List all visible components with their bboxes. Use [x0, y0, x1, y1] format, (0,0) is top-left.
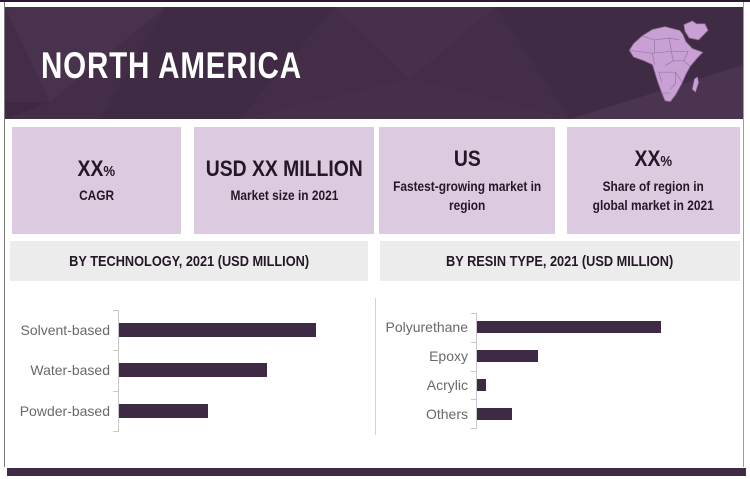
stat-label: Market size in 2021: [230, 187, 338, 204]
chart-row: Water-based: [10, 350, 368, 390]
axis-tick: [471, 313, 477, 314]
section-title: BY TECHNOLOGY, 2021 (USD MILLION): [69, 252, 309, 270]
chart-row: Powder-based: [10, 391, 368, 431]
bar-others: [477, 407, 512, 420]
stat-value-suffix: %: [660, 153, 673, 171]
chart-row: Acrylic: [380, 371, 740, 400]
chart-row: Polyurethane: [380, 313, 740, 342]
stat-value-main: USD XX MILLION: [205, 155, 363, 181]
top-border-line: [0, 0, 750, 2]
axis-tick: [113, 310, 119, 311]
stat-value-main: XX: [634, 146, 661, 172]
stat-value: XX%: [635, 146, 673, 171]
category-axis: [118, 310, 119, 431]
category-label: Water-based: [30, 362, 110, 379]
bar-acrylic: [477, 378, 487, 391]
chart-row: Solvent-based: [10, 310, 368, 350]
page-title: NORTH AMERICA: [41, 45, 302, 86]
bar-powder-based: [119, 403, 208, 418]
section-header-by-technology: BY TECHNOLOGY, 2021 (USD MILLION): [10, 241, 368, 281]
axis-tick: [471, 370, 477, 372]
map-graphic: [628, 20, 709, 103]
stat-card-region-share: XX% Share of region in global market in …: [567, 127, 740, 234]
chart-row: Epoxy: [380, 342, 740, 371]
right-border-line: [743, 2, 744, 467]
bar-epoxy: [477, 350, 538, 363]
category-label: Epoxy: [429, 348, 468, 365]
africa-middle-east-map-icon: [623, 19, 728, 114]
stat-label: Fastest-growing market in region: [392, 177, 542, 213]
bar-chart-by-technology: Solvent-based Water-based Powder-based: [10, 300, 368, 435]
axis-tick: [113, 350, 119, 352]
stat-label: Share of region in global market in 2021: [592, 177, 715, 213]
stat-value: XX%: [78, 156, 116, 181]
bar-polyurethane: [477, 321, 661, 334]
stat-value-main: US: [453, 146, 481, 172]
section-title: BY RESIN TYPE, 2021 (USD MILLION): [446, 252, 674, 270]
category-label: Others: [425, 405, 468, 422]
section-header-by-resin-type: BY RESIN TYPE, 2021 (USD MILLION): [380, 241, 740, 281]
chart-row: Others: [380, 399, 740, 428]
category-label: Solvent-based: [20, 322, 110, 339]
stat-value: USD XX MILLION: [205, 156, 362, 181]
stat-card-fastest-growing: US Fastest-growing market in region: [379, 127, 555, 234]
axis-tick: [471, 341, 477, 343]
category-label: Powder-based: [19, 402, 110, 419]
faceted-background-pattern: [5, 7, 743, 119]
header-banner: NORTH AMERICA: [5, 7, 743, 119]
stat-value: US: [454, 146, 481, 171]
stat-value-main: XX: [77, 155, 104, 181]
axis-tick: [471, 399, 477, 401]
left-border-line: [4, 2, 5, 467]
bar-water-based: [119, 363, 267, 378]
stat-card-cagr: XX% CAGR: [12, 127, 181, 234]
bar-solvent-based: [119, 323, 316, 338]
category-label: Acrylic: [426, 376, 468, 393]
stat-value-suffix: %: [103, 162, 116, 180]
axis-tick: [471, 428, 477, 429]
chart-divider-line: [375, 298, 376, 435]
stat-card-market-size: USD XX MILLION Market size in 2021: [194, 127, 374, 234]
footer-accent-bar: [7, 468, 746, 476]
bar-chart-by-resin-type: Polyurethane Epoxy Acrylic Others: [380, 300, 740, 435]
axis-tick: [113, 430, 119, 432]
axis-tick: [113, 390, 119, 392]
category-label: Polyurethane: [385, 319, 468, 336]
stat-label: CAGR: [78, 187, 115, 204]
